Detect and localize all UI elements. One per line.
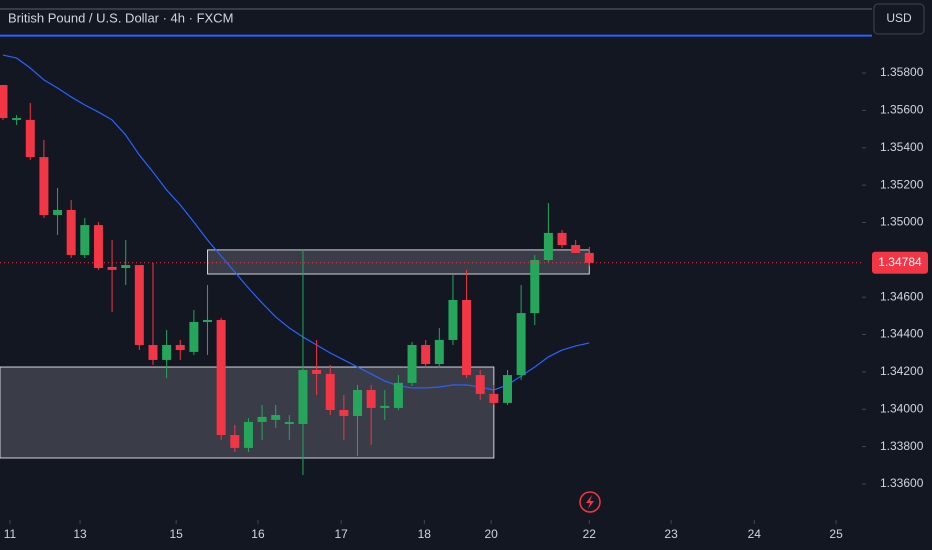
candle-body xyxy=(271,415,281,420)
candle-body xyxy=(475,375,485,394)
candle-body xyxy=(175,344,185,351)
y-tick-label: 1.35400 xyxy=(880,140,924,154)
candle-body xyxy=(53,209,63,215)
y-tick-label: 1.35600 xyxy=(880,103,924,117)
y-tick-label: 1.33600 xyxy=(880,476,924,490)
candle-body xyxy=(421,344,431,365)
x-tick-label: 22 xyxy=(583,527,597,541)
x-tick-label: 24 xyxy=(748,527,762,541)
candle-body xyxy=(489,393,499,403)
x-tick-label: 16 xyxy=(251,527,265,541)
candle-body xyxy=(203,319,213,323)
y-tick-label: 1.34000 xyxy=(880,401,924,415)
candle-body xyxy=(80,225,90,255)
candle-body xyxy=(502,375,512,403)
candle-body xyxy=(298,370,308,424)
candle-body xyxy=(584,252,594,263)
candle-body xyxy=(148,344,158,360)
candle-body xyxy=(380,405,390,408)
candle-body xyxy=(121,265,131,269)
candle-body xyxy=(516,313,526,376)
last-price-label: 1.34784 xyxy=(878,255,922,269)
candle-body xyxy=(189,322,199,352)
y-tick-label: 1.35000 xyxy=(880,215,924,229)
candle-body xyxy=(407,344,417,383)
candle-body xyxy=(434,339,444,365)
y-tick-label: 1.35800 xyxy=(880,65,924,79)
candle-body xyxy=(25,119,35,158)
candle-body xyxy=(325,373,335,410)
y-tick-label: 1.34400 xyxy=(880,327,924,341)
candle-body xyxy=(107,266,117,270)
y-tick-label: 1.33800 xyxy=(880,439,924,453)
candle-body xyxy=(557,232,567,246)
currency-button[interactable] xyxy=(873,3,925,35)
candle-body xyxy=(12,118,22,120)
x-tick-label: 18 xyxy=(418,527,432,541)
x-tick-label: 25 xyxy=(829,527,843,541)
candle-body xyxy=(284,421,294,424)
moving-average xyxy=(2,54,590,391)
candle-body xyxy=(66,209,76,255)
candle-body xyxy=(0,84,8,119)
candle-body xyxy=(230,435,240,448)
candle-body xyxy=(530,260,540,314)
candle-body xyxy=(543,232,553,260)
y-tick-label: 1.34600 xyxy=(880,289,924,303)
x-tick-label: 17 xyxy=(334,527,348,541)
candle-body xyxy=(162,344,172,360)
zone xyxy=(207,249,590,275)
candle-body xyxy=(257,416,267,422)
currency-label[interactable]: USD xyxy=(886,11,912,25)
y-tick-label: 1.34200 xyxy=(880,364,924,378)
candle-body xyxy=(462,299,472,376)
candle-body xyxy=(93,225,103,269)
candle-body xyxy=(448,299,458,340)
last-price-box xyxy=(872,251,928,274)
candle-body xyxy=(243,421,253,448)
candle-body xyxy=(353,390,363,416)
candle-body xyxy=(339,409,349,416)
lightning-icon xyxy=(579,491,601,513)
x-tick-label: 20 xyxy=(484,527,498,541)
x-tick-label: 11 xyxy=(4,527,17,541)
candle-body xyxy=(366,390,376,408)
x-tick-label: 23 xyxy=(664,527,678,541)
candle-body xyxy=(216,319,226,436)
x-tick-label: 13 xyxy=(73,527,87,541)
candle-body xyxy=(393,382,403,408)
chart-title: British Pound / U.S. Dollar · 4h · FXCM xyxy=(8,10,233,25)
x-tick-label: 15 xyxy=(169,527,183,541)
candle-body xyxy=(134,265,144,345)
candle-body xyxy=(312,370,322,374)
candle-body xyxy=(571,245,581,253)
y-tick-label: 1.35200 xyxy=(880,177,924,191)
candle-body xyxy=(39,157,49,215)
plot-area xyxy=(0,34,872,475)
